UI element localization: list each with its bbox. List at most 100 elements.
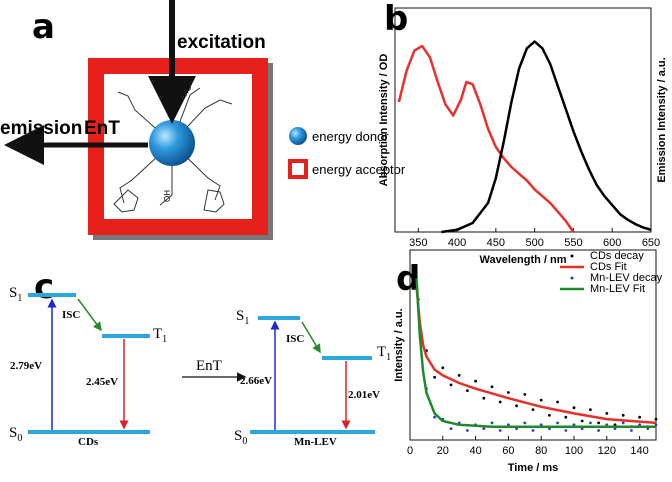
x-tick-label: 40	[469, 445, 481, 457]
level-label: T1	[377, 344, 391, 363]
level-sub: 1	[244, 316, 249, 327]
legend-entry: energy acceptor	[312, 162, 406, 177]
data-point	[457, 374, 461, 377]
data-line	[415, 287, 657, 425]
level-main: T	[153, 326, 162, 342]
data-point	[433, 415, 436, 419]
material-label: Mn-LEV	[294, 436, 337, 448]
data-point	[597, 421, 600, 425]
x-tick-label: 120	[598, 445, 616, 457]
x-tick-label: 0	[407, 445, 413, 457]
legend-entry: CDs Fit	[590, 261, 627, 273]
data-point	[564, 415, 568, 419]
x-tick-label: 450	[487, 237, 505, 249]
data-point	[531, 408, 535, 411]
data-point	[531, 429, 535, 432]
data-point	[449, 427, 453, 430]
legend-marker	[570, 254, 574, 258]
level-sub: 0	[17, 433, 22, 444]
y-axis-label: Absorption Intensity / OD	[378, 54, 390, 187]
x-tick-label: 650	[642, 237, 660, 249]
legend-entry: CDs decay	[590, 250, 644, 262]
data-line	[397, 44, 575, 233]
level-sub: 0	[242, 436, 247, 447]
data-point	[507, 391, 510, 394]
plot-frame	[409, 249, 657, 441]
data-point	[539, 398, 543, 402]
data-point	[589, 421, 592, 425]
x-tick-label: 60	[502, 445, 514, 457]
data-point	[556, 421, 559, 425]
legend-marker	[288, 159, 308, 179]
energy-label: 2.45eV	[86, 376, 118, 388]
x-axis-label: Time / ms	[508, 462, 559, 474]
level-sub: 1	[386, 352, 391, 363]
energy-label: 2.66eV	[240, 375, 272, 387]
x-tick-label: 600	[603, 237, 621, 249]
level-label: S0	[9, 425, 22, 444]
plot-frame	[394, 7, 652, 233]
x-tick-label: 350	[409, 237, 427, 249]
energy-donor-sphere	[149, 120, 195, 166]
level-main: T	[377, 344, 386, 360]
panel-label: a	[32, 7, 55, 47]
hydroxyl-label: OH	[163, 190, 172, 202]
energy-label: 2.01eV	[348, 389, 380, 401]
panel-a: a HO OH excitation emission EnT energy d…	[0, 0, 406, 240]
data-point	[433, 375, 436, 379]
data-point	[523, 421, 527, 425]
data-point	[441, 366, 445, 370]
data-point	[466, 389, 469, 392]
data-point	[605, 412, 609, 415]
data-point	[482, 396, 486, 400]
legend-entry: Mn-LEV Fit	[590, 283, 645, 295]
x-tick-label: 400	[448, 237, 466, 249]
data-point	[654, 417, 658, 421]
data-point	[556, 400, 559, 404]
isc-label: ISC	[286, 333, 304, 345]
data-line	[441, 40, 652, 234]
level-label: S0	[234, 428, 247, 447]
material-label: CDs	[78, 436, 99, 448]
data-point	[523, 393, 527, 396]
data-point	[515, 404, 518, 408]
data-point	[449, 383, 453, 387]
data-point	[482, 427, 486, 430]
level-main: S	[234, 428, 242, 444]
emission-label: emission	[0, 118, 82, 139]
x-axis-label: Wavelength / nm	[480, 254, 567, 266]
panel-label: b	[384, 0, 408, 39]
data-point	[597, 429, 600, 432]
level-label: S1	[9, 285, 22, 304]
x-tick-label: 500	[525, 237, 543, 249]
data-point	[490, 421, 494, 425]
data-point	[474, 379, 477, 383]
legend-marker	[570, 276, 574, 280]
level-main: S	[9, 285, 17, 301]
excitation-label: excitation	[177, 32, 266, 53]
level-main: S	[9, 425, 17, 441]
level-label: S1	[236, 308, 249, 327]
isc-arrow	[77, 298, 102, 332]
data-point	[630, 429, 633, 432]
isc-label: ISC	[62, 309, 80, 321]
level-label: T1	[153, 326, 167, 345]
level-sub: 1	[17, 293, 22, 304]
data-point	[466, 429, 469, 432]
x-tick-label: 80	[535, 445, 547, 457]
data-point	[638, 415, 641, 419]
data-point	[498, 429, 502, 432]
level-sub: 1	[162, 334, 167, 345]
x-tick-label: 550	[564, 237, 582, 249]
isc-arrow	[301, 321, 321, 354]
legend-entry: Mn-LEV decay	[590, 272, 663, 284]
y-axis-label: Intensity / a.u.	[393, 308, 405, 381]
transfer-label: EnT	[196, 358, 222, 374]
legend-marker	[289, 127, 307, 145]
legend-entry: energy donor	[312, 129, 389, 144]
data-point	[589, 408, 592, 411]
data-point	[621, 421, 625, 425]
transfer-label: EnT	[84, 118, 120, 139]
energy-label: 2.79eV	[10, 360, 42, 372]
panel-label: c	[34, 267, 54, 307]
